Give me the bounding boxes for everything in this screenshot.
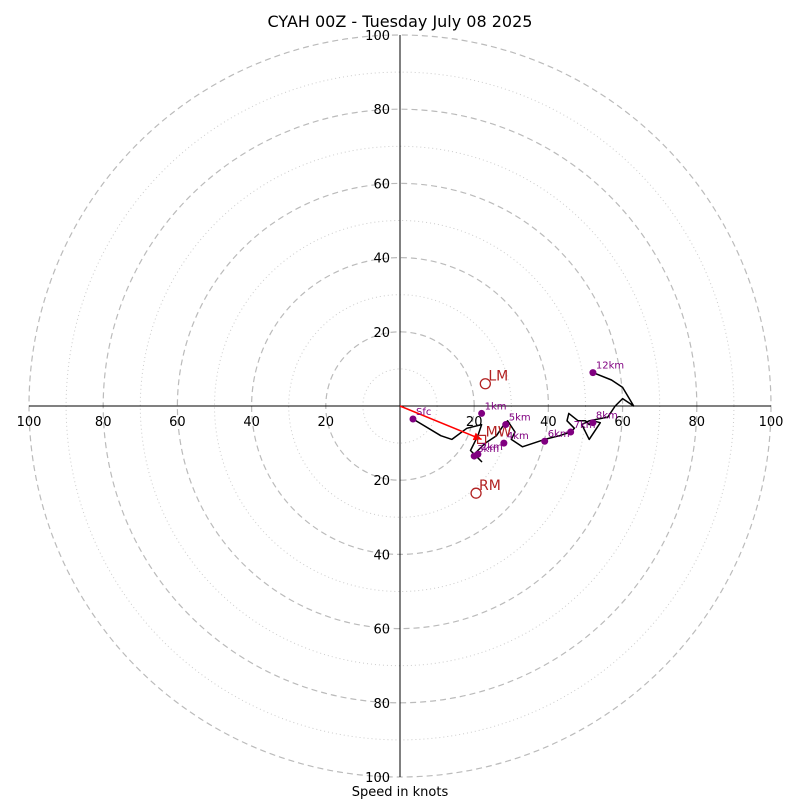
height-label-8km: 8km bbox=[596, 411, 618, 422]
height-label-5km: 5km bbox=[509, 413, 531, 424]
tick-label-left: 80 bbox=[95, 415, 112, 430]
wind-trace bbox=[412, 371, 635, 463]
tick-label-top: 80 bbox=[373, 103, 390, 118]
height-point-8km bbox=[589, 419, 597, 427]
height-point-7km bbox=[567, 428, 575, 436]
hodograph-trace-line bbox=[412, 371, 635, 463]
mean-wind-arrow-group: MW bbox=[399, 405, 512, 444]
rm-storm-motion-marker bbox=[470, 487, 482, 499]
tick-label-top: 60 bbox=[373, 177, 390, 192]
x-axis-label: Speed in knots bbox=[352, 785, 449, 800]
tick-label-left: 100 bbox=[17, 415, 42, 430]
tick-label-left: 60 bbox=[169, 415, 186, 430]
storm-motions: LM RM bbox=[470, 369, 508, 499]
tick-label-right: 100 bbox=[759, 415, 784, 430]
height-point-6km bbox=[541, 437, 549, 445]
tick-label-top: 20 bbox=[373, 326, 390, 341]
rm-storm-motion-label: RM bbox=[479, 478, 501, 494]
height-point-5km bbox=[502, 421, 510, 429]
lm-storm-motion-marker bbox=[479, 378, 491, 390]
tick-label-right: 40 bbox=[540, 415, 557, 430]
tick-label-top: 40 bbox=[373, 252, 390, 267]
mean-wind-marker bbox=[477, 434, 487, 444]
tick-label-bottom: 20 bbox=[373, 474, 390, 489]
tick-label-top: 100 bbox=[365, 29, 390, 44]
tick-labels: 20 20 20 20 40 40 40 40 60 60 60 60 80 80 80 80 100 100 10… bbox=[17, 29, 784, 786]
height-label-7km: 7km bbox=[574, 420, 596, 431]
height-label-3km: 3km bbox=[477, 444, 499, 455]
tick-label-left: 40 bbox=[243, 415, 260, 430]
tick-label-right: 60 bbox=[614, 415, 631, 430]
chart-title: CYAH 00Z - Tuesday July 08 2025 bbox=[268, 12, 533, 31]
height-label-12km: 12km bbox=[596, 361, 624, 372]
height-point-3km bbox=[470, 452, 478, 460]
lm-storm-motion-label: LM bbox=[488, 369, 508, 385]
tick-label-right: 80 bbox=[689, 415, 706, 430]
height-label-4km: 4km bbox=[507, 431, 529, 442]
height-label-sfc: Sfc bbox=[416, 407, 431, 418]
height-label-6km: 6km bbox=[548, 429, 570, 440]
tick-label-bottom: 40 bbox=[373, 548, 390, 563]
tick-label-bottom: 100 bbox=[365, 771, 390, 786]
tick-label-left: 20 bbox=[318, 415, 335, 430]
tick-label-bottom: 60 bbox=[373, 623, 390, 638]
mean-wind-arrow bbox=[399, 405, 482, 441]
height-label-1km: 1km bbox=[485, 401, 507, 412]
height-label-2km: 2km bbox=[481, 442, 503, 453]
height-point-1km bbox=[478, 409, 486, 417]
tick-label-right: 20 bbox=[466, 415, 483, 430]
height-point-4km bbox=[500, 439, 508, 447]
mean-wind-label: MW bbox=[486, 424, 512, 440]
height-point-12km bbox=[589, 369, 597, 377]
height-point-sfc bbox=[409, 415, 417, 423]
tick-label-bottom: 80 bbox=[373, 697, 390, 712]
